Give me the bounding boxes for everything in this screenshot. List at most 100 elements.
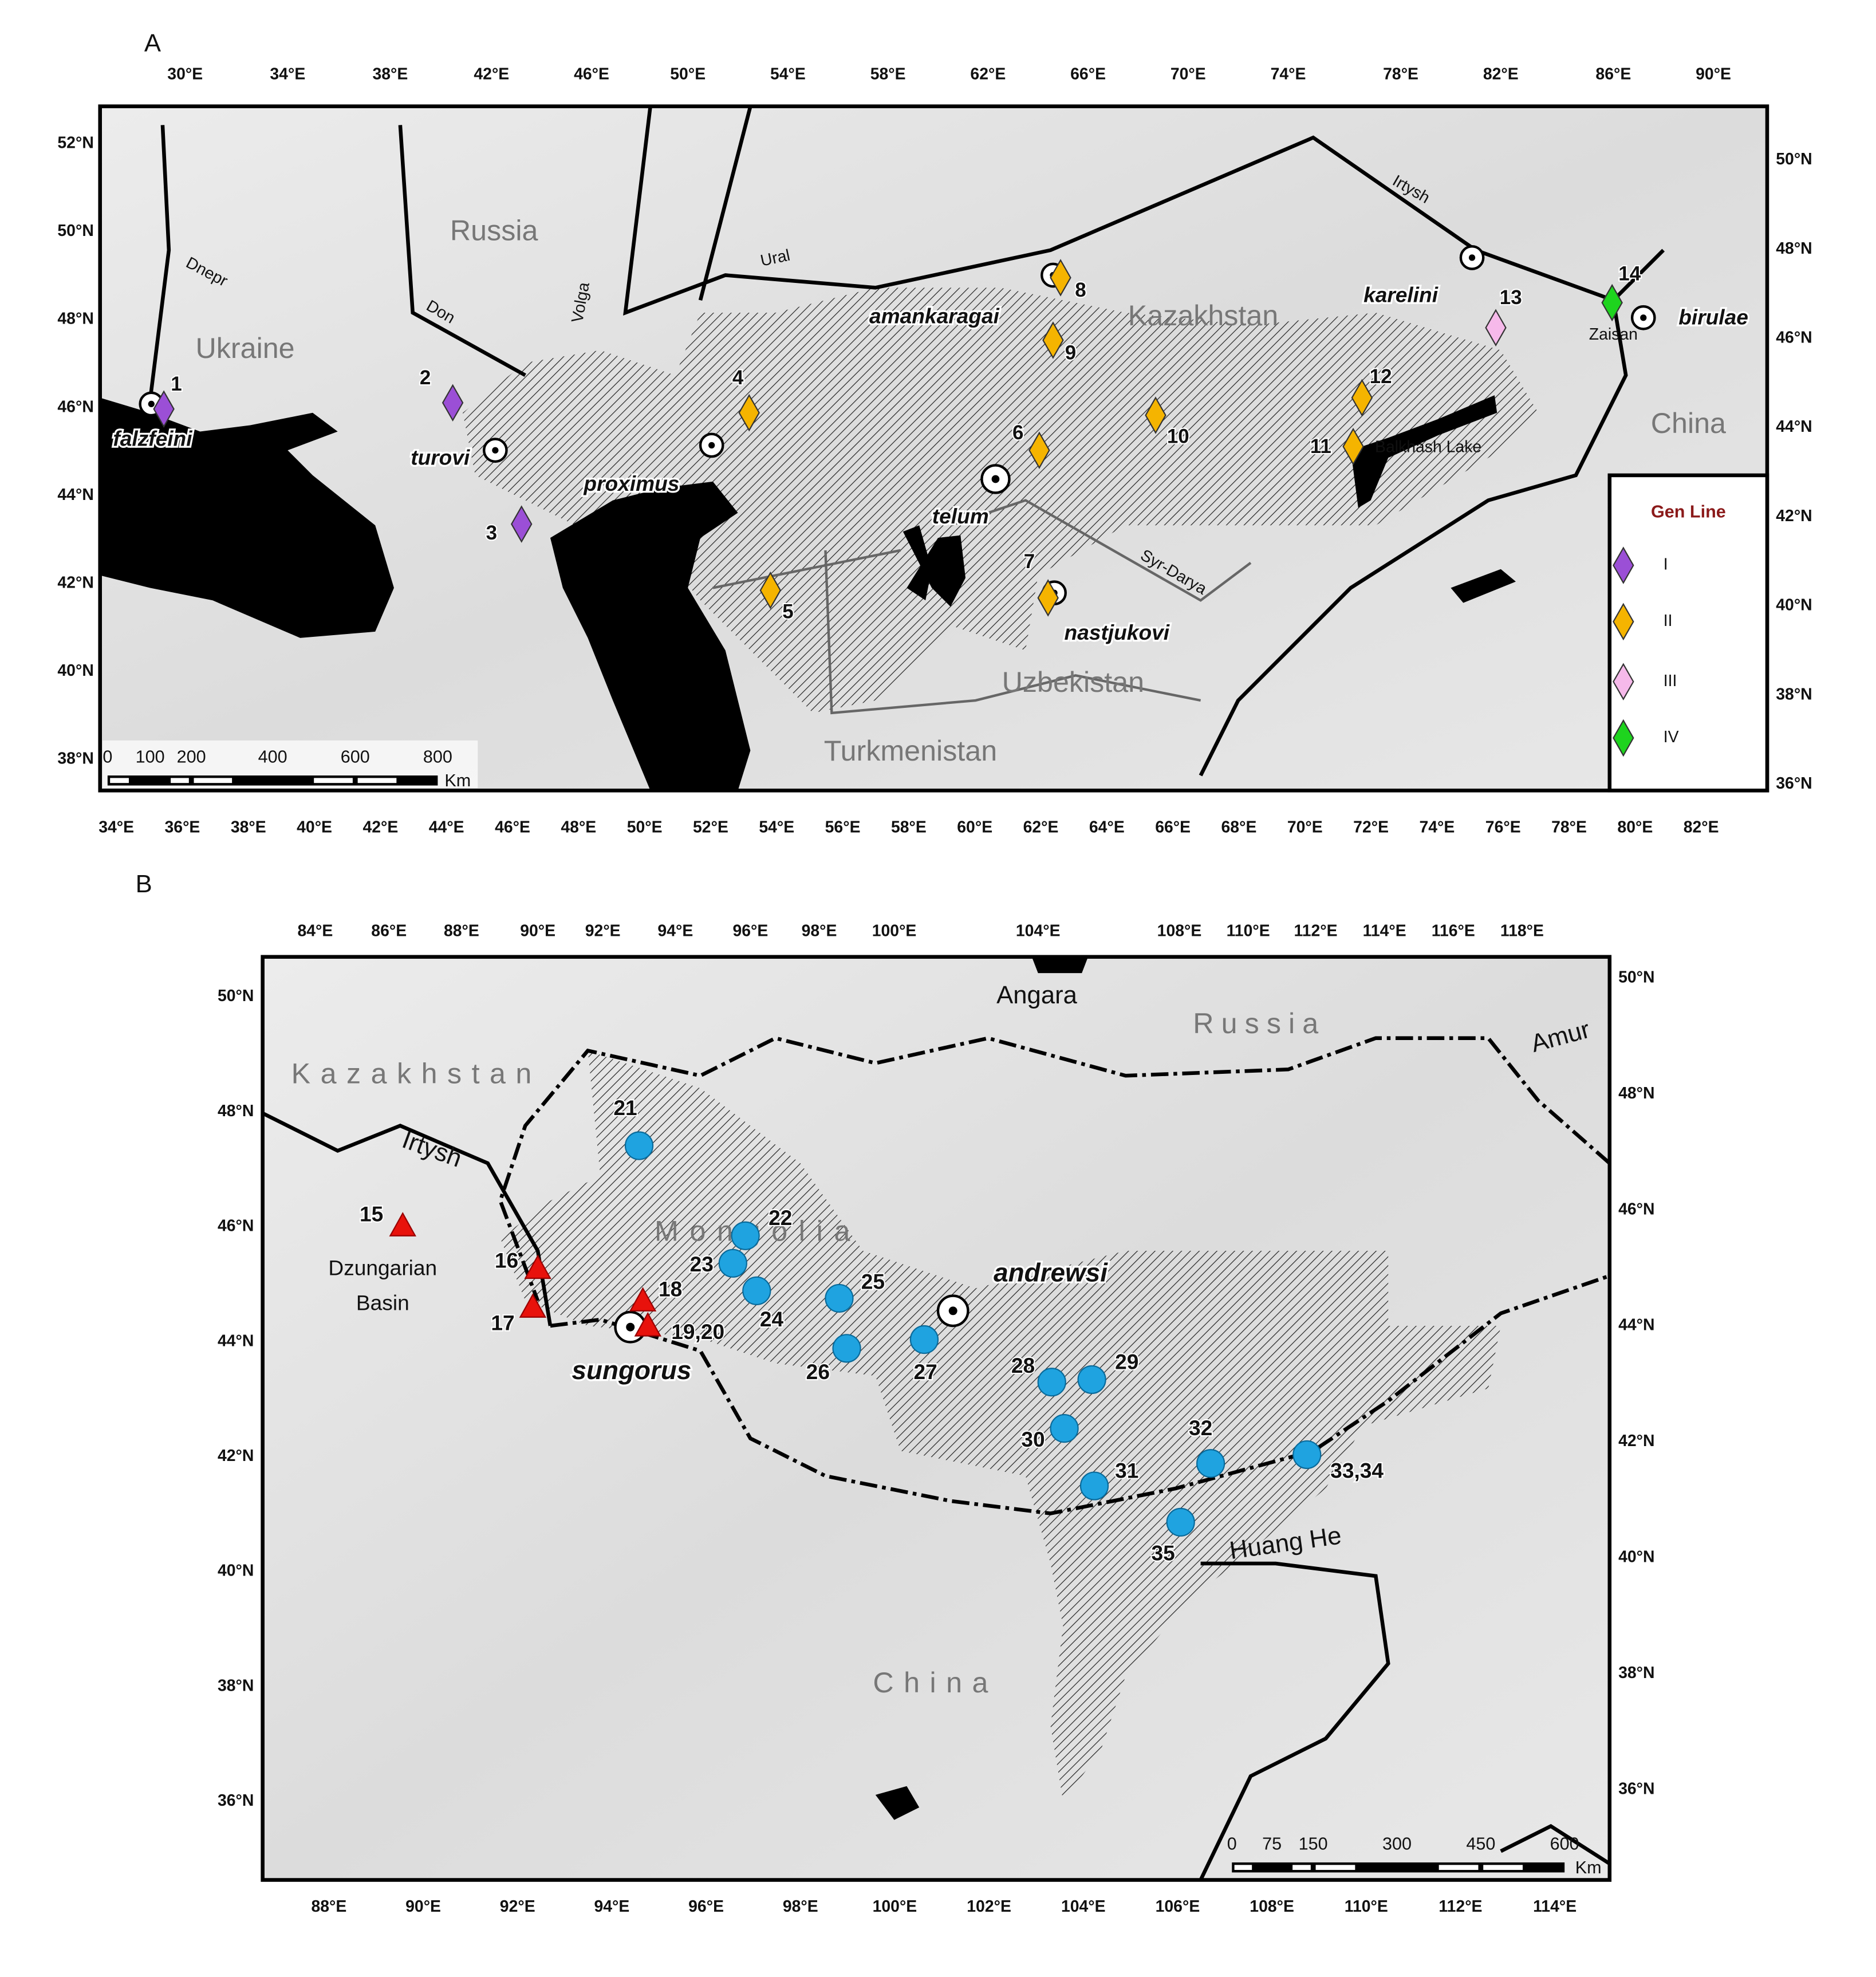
site-marker — [1079, 1471, 1109, 1501]
taxon-name: karelini — [1363, 282, 1438, 306]
legend-label: II — [1664, 612, 1673, 630]
lon-tick-label: 74°E — [1419, 818, 1455, 836]
site-number: 2 — [420, 367, 431, 389]
site-marker — [1601, 283, 1623, 322]
site-marker — [1613, 602, 1634, 641]
lon-tick-label: 88°E — [444, 922, 479, 940]
scale-bar-segment — [314, 778, 353, 783]
taxon-name: nastjukovi — [1065, 620, 1170, 644]
site-number: 16 — [495, 1248, 518, 1272]
legend-label: I — [1664, 556, 1668, 574]
country-name: China — [873, 1667, 998, 1699]
scale-label: 300 — [1382, 1834, 1412, 1853]
lat-tick-label: 46°N — [1776, 328, 1812, 346]
border — [498, 1036, 1610, 1515]
lon-tick-label: 112°E — [1294, 922, 1338, 940]
lat-tick-label: 42°N — [218, 1447, 254, 1465]
site-number: 17 — [491, 1311, 514, 1335]
lon-tick-label: 46°E — [574, 65, 609, 84]
site-number: 30 — [1021, 1427, 1045, 1451]
taxon-name: falzfeini — [113, 427, 192, 451]
lon-tick-label: 42°E — [474, 65, 509, 84]
site-number: 25 — [861, 1270, 885, 1294]
type-locality-dot — [148, 400, 155, 408]
lake — [1451, 569, 1516, 603]
site-marker — [909, 1325, 939, 1354]
lon-tick-label: 98°E — [783, 1897, 818, 1916]
frame-b — [261, 955, 1612, 1882]
lon-tick-label: 30°E — [167, 65, 203, 84]
lat-tick-label: 40°N — [1776, 596, 1812, 615]
site-number: 18 — [659, 1277, 682, 1301]
lon-tick-label: 42°E — [362, 818, 398, 836]
type-locality-dot — [1640, 314, 1647, 321]
lon-tick-label: 104°E — [1016, 922, 1061, 940]
country-name: Kazakhstan — [291, 1057, 542, 1089]
panel-label: A — [144, 29, 161, 57]
type-locality-dot — [948, 1306, 957, 1316]
country-name: Russia — [1193, 1007, 1326, 1039]
panel-label: B — [136, 870, 152, 898]
site-marker — [1042, 321, 1064, 359]
black-sea — [100, 397, 394, 638]
site-number: 11 — [1310, 435, 1331, 458]
lon-tick-label: 34°E — [98, 818, 134, 836]
lat-tick-label: 36°N — [218, 1791, 254, 1810]
lat-tick-label: 52°N — [57, 134, 93, 152]
lon-tick-label: 78°E — [1551, 818, 1587, 836]
lon-tick-label: 98°E — [802, 922, 837, 940]
site-number: 14 — [1618, 263, 1641, 285]
lon-tick-label: 62°E — [1023, 818, 1059, 836]
site-marker — [731, 1221, 760, 1250]
lon-tick-label: 60°E — [957, 818, 992, 836]
scale-bar — [107, 775, 438, 786]
site-number: 10 — [1167, 426, 1189, 448]
site-marker — [629, 1287, 657, 1312]
site-number: 29 — [1115, 1349, 1138, 1373]
lon-tick-label: 96°E — [732, 922, 768, 940]
lat-tick-label: 48°N — [1776, 239, 1812, 258]
lat-tick-label: 50°N — [218, 987, 254, 1005]
basin-name: Basin — [356, 1291, 409, 1315]
site-marker — [1037, 579, 1059, 617]
taxon-name: sungorus — [572, 1355, 691, 1385]
site-marker — [519, 1293, 547, 1318]
country-name: Kazakhstan — [1128, 300, 1278, 332]
lon-tick-label: 110°E — [1227, 922, 1270, 940]
lon-tick-label: 100°E — [873, 1897, 917, 1916]
lon-tick-label: 50°E — [670, 65, 706, 84]
lon-tick-label: 70°E — [1287, 818, 1323, 836]
type-locality-dot — [991, 475, 1000, 483]
lon-tick-label: 94°E — [657, 922, 693, 940]
lon-tick-label: 92°E — [585, 922, 621, 940]
lon-tick-label: 38°E — [231, 818, 266, 836]
site-number: 3 — [486, 522, 497, 544]
site-number: 15 — [360, 1202, 383, 1226]
lon-tick-label: 110°E — [1345, 1897, 1388, 1916]
lat-tick-label: 48°N — [218, 1102, 254, 1120]
site-number: 31 — [1115, 1458, 1138, 1482]
lon-tick-label: 86°E — [1595, 65, 1631, 84]
site-marker — [718, 1249, 747, 1278]
legend-title: Gen Line — [1651, 502, 1726, 522]
site-number: 28 — [1011, 1353, 1035, 1377]
lon-tick-label: 118°E — [1500, 922, 1544, 940]
scale-label: 800 — [423, 747, 452, 767]
lat-tick-label: 44°N — [57, 486, 93, 504]
lat-tick-label: 42°N — [57, 573, 93, 592]
site-number: 19,20 — [671, 1320, 724, 1344]
water-name: Zaisan — [1589, 325, 1638, 344]
site-marker — [511, 505, 533, 543]
range-hatch — [463, 288, 1539, 713]
scale-label: 200 — [177, 747, 206, 767]
lon-tick-label: 102°E — [967, 1897, 1011, 1916]
lat-tick-label: 44°N — [218, 1332, 254, 1350]
scale-bar-segment — [1292, 1865, 1311, 1870]
site-marker — [1342, 427, 1364, 466]
site-marker — [1050, 1413, 1079, 1443]
lon-tick-label: 108°E — [1157, 922, 1202, 940]
lon-tick-label: 68°E — [1221, 818, 1257, 836]
lat-tick-label: 50°N — [1618, 968, 1654, 986]
scale-label: 0 — [1227, 1834, 1237, 1853]
